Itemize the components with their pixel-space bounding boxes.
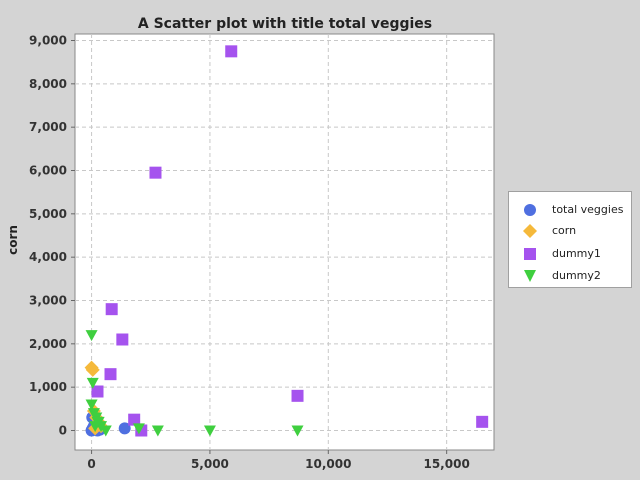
dummy2-point bbox=[203, 425, 216, 437]
chart-title: A Scatter plot with title total veggies bbox=[138, 16, 432, 32]
legend: total veggies corn dummy1 dummy2 bbox=[508, 191, 632, 288]
y-tick-label: 1,000 bbox=[29, 380, 67, 394]
legend-item-dummy2: dummy2 bbox=[509, 266, 633, 286]
legend-item-dummy1: dummy1 bbox=[509, 244, 633, 264]
dummy2-point bbox=[132, 423, 145, 435]
data-points bbox=[84, 45, 489, 437]
dummy2-point bbox=[91, 416, 104, 428]
dummy2-point bbox=[86, 377, 99, 389]
y-tick-label: 4,000 bbox=[29, 250, 67, 264]
dummy1-point bbox=[91, 385, 104, 398]
circle-marker-icon bbox=[524, 204, 536, 216]
dummy1-point bbox=[149, 166, 162, 179]
plot-area bbox=[74, 33, 495, 451]
dummy1-point bbox=[291, 389, 304, 402]
legend-label: corn bbox=[552, 224, 577, 237]
dummy2-point bbox=[85, 399, 98, 411]
dummy1-point bbox=[104, 368, 117, 381]
legend-label: total veggies bbox=[552, 203, 624, 216]
corn-point bbox=[85, 362, 100, 377]
dummy2-point bbox=[99, 425, 112, 437]
dummy2-point bbox=[151, 425, 164, 437]
diamond-marker-icon bbox=[523, 224, 537, 238]
x-tick-label: 10,000 bbox=[305, 457, 351, 471]
legend-label: dummy1 bbox=[552, 247, 601, 260]
y-tick-label: 3,000 bbox=[29, 294, 67, 308]
total-veggies-point bbox=[118, 422, 131, 435]
y-tick-label: 6,000 bbox=[29, 164, 67, 178]
x-tick-label: 0 bbox=[87, 457, 95, 471]
y-axis-label: corn bbox=[6, 225, 20, 255]
legend-item-corn: corn bbox=[509, 221, 633, 241]
y-tick-label: 9,000 bbox=[29, 34, 67, 48]
dummy2-point bbox=[291, 425, 304, 437]
dummy1-point bbox=[225, 45, 238, 58]
legend-label: dummy2 bbox=[552, 269, 601, 282]
dummy1-point bbox=[116, 333, 129, 346]
x-tick-label: 5,000 bbox=[191, 457, 229, 471]
dummy1-point bbox=[105, 303, 118, 316]
y-tick-label: 2,000 bbox=[29, 337, 67, 351]
legend-item-total-veggies: total veggies bbox=[509, 200, 633, 220]
dummy1-point bbox=[128, 413, 141, 426]
axes: 0 5,000 10,000 15,000 0 1,000 2,000 3,000 4,000 5… bbox=[29, 34, 470, 472]
dummy1-point bbox=[476, 415, 489, 428]
y-tick-label: 5,000 bbox=[29, 207, 67, 221]
y-tick-label: 8,000 bbox=[29, 77, 67, 91]
dummy2-point bbox=[85, 330, 98, 342]
x-tick-label: 15,000 bbox=[423, 457, 469, 471]
triangle-down-marker-icon bbox=[524, 270, 536, 282]
y-tick-label: 0 bbox=[59, 424, 67, 438]
y-tick-label: 7,000 bbox=[29, 120, 67, 134]
square-marker-icon bbox=[524, 248, 536, 260]
